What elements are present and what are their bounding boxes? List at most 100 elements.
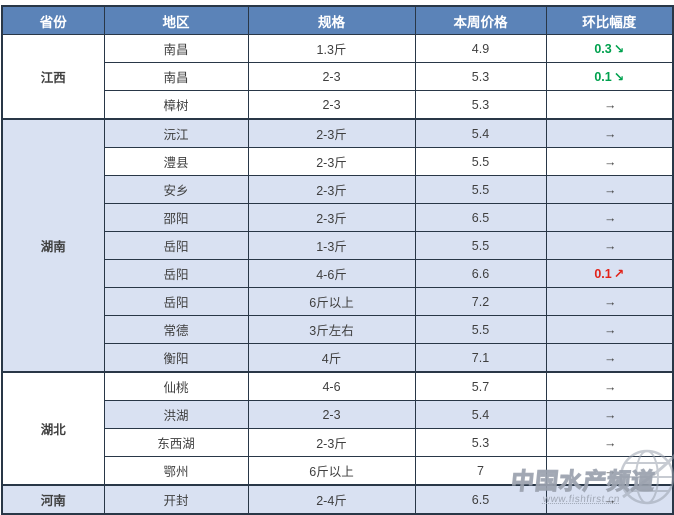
spec-cell: 1-3斤: [247, 231, 416, 260]
flat-arrow-icon: →: [604, 294, 617, 309]
table-row: 湖北 仙桃 4-6 5.7 →: [1, 371, 674, 486]
price-cell: 7.1: [414, 343, 547, 373]
change-cell: →: [545, 203, 674, 232]
spec-cell: 2-3: [247, 90, 416, 120]
price-cell: 5.5: [414, 147, 547, 176]
region-cell: 东西湖: [103, 428, 249, 457]
change-cell: →: [545, 287, 674, 316]
change-cell: →: [545, 90, 674, 120]
change-value-down: 0.3 ↘: [594, 42, 625, 56]
table-row: 洪湖 2-3 5.4 →: [2, 400, 674, 429]
price-cell: 5.3: [414, 90, 547, 120]
flat-arrow-icon: →: [602, 408, 617, 422]
flat-arrow-icon: →: [602, 155, 617, 169]
change-cell: 0.3 ↘: [545, 34, 674, 63]
table-row: 岳阳 4-6斤 6.6 0.1 ↗: [2, 259, 674, 288]
price-cell: 5.5: [414, 315, 547, 344]
header-row: 省份 地区 规格 本周价格 环比幅度: [1, 5, 674, 35]
spec-cell: 1.3斤: [247, 34, 416, 63]
region-cell: 沅江: [103, 118, 249, 148]
spec-cell: 2-4斤: [247, 484, 416, 515]
table-row: 鄂州 6斤以上 7 →: [2, 456, 674, 486]
fish-price-table: 省份 地区 规格 本周价格 环比幅度 江西 南昌 1.3斤 4.9 0.3 ↘ 南昌 2-3 5.3 0.…: [1, 5, 674, 515]
table-row: 江西 南昌 1.3斤 4.9 0.3 ↘: [1, 34, 674, 120]
change-cell: →: [545, 456, 674, 486]
table-row: 樟树 2-3 5.3 →: [2, 90, 674, 120]
price-cell: 5.5: [414, 231, 547, 260]
region-cell: 开封: [103, 484, 249, 515]
spec-cell: 6斤以上: [247, 287, 416, 316]
flat-arrow-icon: →: [602, 183, 617, 197]
region-cell: 鄂州: [103, 456, 249, 486]
spec-cell: 2-3斤: [247, 175, 416, 204]
down-arrow-icon: ↘: [613, 70, 625, 84]
table-row: 河南 开封 2-4斤 6.5 →: [1, 484, 674, 515]
spec-cell: 3斤左右: [247, 315, 416, 344]
flat-arrow-icon: →: [602, 323, 617, 337]
column-header-price: 本周价格: [414, 5, 547, 35]
up-arrow-icon: ↗: [613, 267, 625, 281]
region-cell: 澧县: [103, 147, 249, 176]
price-cell: 5.5: [414, 175, 547, 204]
change-cell: →: [545, 400, 674, 429]
flat-arrow-icon: →: [604, 154, 617, 169]
change-cell: →: [545, 231, 674, 260]
price-cell: 6.5: [414, 484, 547, 515]
spec-cell: 6斤以上: [247, 456, 416, 486]
change-cell: 0.1 ↘: [545, 62, 674, 91]
province-cell: 湖南: [1, 118, 105, 373]
spec-cell: 2-3: [247, 62, 416, 91]
flat-arrow-icon: →: [604, 435, 617, 450]
flat-arrow-icon: →: [604, 182, 617, 197]
change-cell: →: [545, 315, 674, 344]
change-cell: →: [545, 371, 674, 401]
price-cell: 5.4: [414, 400, 547, 429]
flat-arrow-icon: →: [604, 126, 617, 141]
region-cell: 衡阳: [103, 343, 249, 373]
province-cell: 河南: [1, 484, 105, 515]
price-cell: 6.6: [414, 259, 547, 288]
flat-arrow-icon: →: [604, 238, 617, 253]
change-cell: 0.1 ↗: [545, 259, 674, 288]
flat-arrow-icon: →: [602, 211, 617, 225]
region-cell: 洪湖: [103, 400, 249, 429]
table-row: 岳阳 6斤以上 7.2 →: [2, 287, 674, 316]
table-row: 常德 3斤左右 5.5 →: [2, 315, 674, 344]
region-cell: 南昌: [103, 62, 249, 91]
flat-arrow-icon: →: [602, 295, 617, 309]
flat-arrow-icon: →: [602, 98, 617, 112]
change-cell: →: [545, 118, 674, 148]
flat-arrow-icon: →: [604, 322, 617, 337]
spec-cell: 2-3斤: [247, 118, 416, 148]
region-cell: 岳阳: [103, 287, 249, 316]
spec-cell: 2-3斤: [247, 147, 416, 176]
flat-arrow-icon: →: [602, 380, 617, 394]
flat-arrow-icon: →: [604, 379, 617, 394]
down-arrow-icon: ↘: [613, 42, 625, 56]
province-cell: 江西: [1, 34, 105, 120]
region-cell: 仙桃: [103, 371, 249, 401]
region-cell: 邵阳: [103, 203, 249, 232]
flat-arrow-icon: →: [602, 436, 617, 450]
flat-arrow-icon: →: [602, 493, 617, 507]
price-cell: 5.4: [414, 118, 547, 148]
spec-cell: 2-3斤: [247, 428, 416, 457]
table-body: 江西 南昌 1.3斤 4.9 0.3 ↘ 南昌 2-3 5.3 0.1 ↘ 樟树 2-3 5.3 → 湖南 沅江…: [1, 34, 674, 515]
flat-arrow-icon: →: [602, 351, 617, 365]
price-cell: 5.3: [414, 62, 547, 91]
table-row: 湖南 沅江 2-3斤 5.4 →: [1, 118, 674, 373]
region-cell: 常德: [103, 315, 249, 344]
region-cell: 岳阳: [103, 231, 249, 260]
column-header-region: 地区: [103, 5, 249, 35]
change-value-up: 0.1 ↗: [594, 267, 625, 281]
region-cell: 岳阳: [103, 259, 249, 288]
flat-arrow-icon: →: [604, 463, 617, 478]
region-cell: 南昌: [103, 34, 249, 63]
spec-cell: 4斤: [247, 343, 416, 373]
price-cell: 6.5: [414, 203, 547, 232]
change-value-down: 0.1 ↘: [594, 70, 625, 84]
column-header-change: 环比幅度: [545, 5, 674, 35]
column-header-province: 省份: [1, 5, 105, 35]
flat-arrow-icon: →: [604, 97, 617, 112]
spec-cell: 2-3斤: [247, 203, 416, 232]
